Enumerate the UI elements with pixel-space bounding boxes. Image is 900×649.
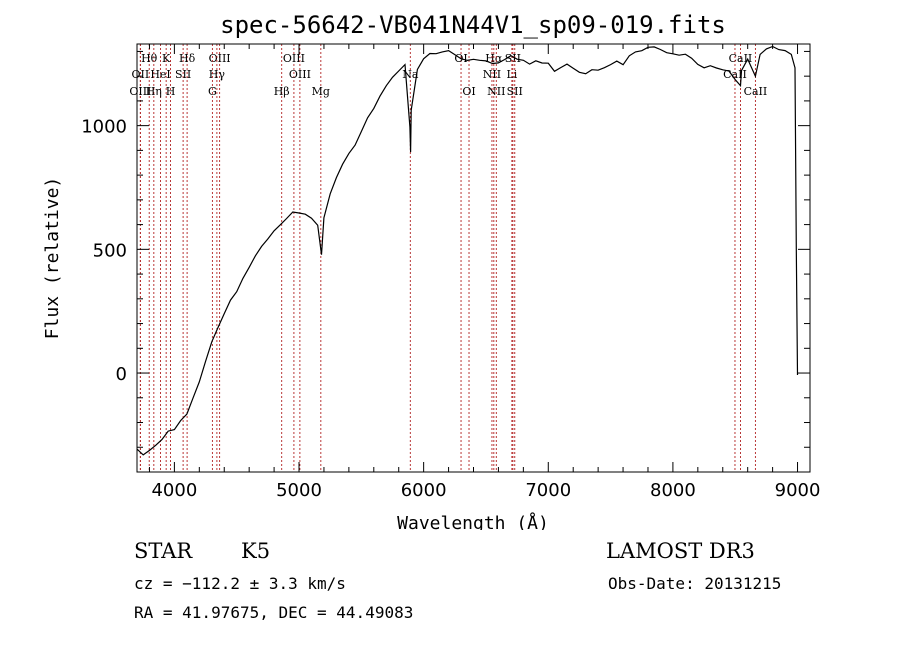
x-axis-label: Wavelength (Å) xyxy=(397,512,549,530)
line-marker-label: HeI xyxy=(150,68,170,81)
line-marker-label: NII xyxy=(487,85,505,98)
line-marker-label: CaII xyxy=(744,85,768,98)
line-marker-label: OIII xyxy=(289,68,311,81)
line-marker-label: SII xyxy=(505,52,521,65)
line-marker-label: Li xyxy=(506,68,517,81)
line-marker-label: K xyxy=(162,52,171,65)
survey-label: LAMOST DR3 xyxy=(606,539,755,563)
line-marker-label: OIII xyxy=(283,52,305,65)
line-marker-label: Hβ xyxy=(274,85,290,98)
x-tick-label: 5000 xyxy=(276,480,322,501)
x-tick-label: 9000 xyxy=(775,480,821,501)
line-marker-label: Hη xyxy=(146,85,162,98)
line-marker-label: OII xyxy=(132,68,150,81)
line-marker-label: SII xyxy=(507,85,523,98)
line-marker-label: Hθ xyxy=(141,52,158,65)
line-marker-label: NII xyxy=(483,68,501,81)
axes: 4000 5000 6000 7000 8000 9000 0 500 1000 xyxy=(81,44,820,501)
line-marker-label: CaII xyxy=(729,52,753,65)
spectral-subclass: K5 xyxy=(241,539,271,563)
spectrum-chart: spec-56642-VB041N44V1_sp09-019.fits Hθ OI… xyxy=(42,11,820,530)
y-tick-label: 500 xyxy=(93,240,127,261)
y-tick-label: 1000 xyxy=(81,117,127,138)
x-tick-label: 4000 xyxy=(151,480,197,501)
line-marker-label: OIII xyxy=(129,85,151,98)
coordinates: RA = 41.97675, DEC = 44.49083 xyxy=(134,603,414,622)
line-marker-label: Hδ xyxy=(179,52,196,65)
observation-date: Obs-Date: 20131215 xyxy=(608,574,782,593)
line-marker-label: Mg xyxy=(312,85,330,98)
line-marker-label: Hγ xyxy=(209,68,226,81)
emission-line-markers: Hθ OII OIII K HeI Hη SII H Hδ OIII Hγ G OIII OIII Hβ Mg… xyxy=(129,44,767,472)
line-marker-label: OI xyxy=(462,85,475,98)
x-tick-label: 6000 xyxy=(401,480,447,501)
line-marker-label: OIII xyxy=(209,52,231,65)
flux-series-line xyxy=(136,45,799,456)
line-marker-label: SII xyxy=(175,68,191,81)
object-class: STAR xyxy=(134,539,193,563)
line-marker-label: G xyxy=(208,85,217,98)
plot-frame xyxy=(136,43,811,473)
line-marker-label: H xyxy=(166,85,176,98)
y-tick-label: 0 xyxy=(116,364,127,385)
y-axis-label: Flux (relative) xyxy=(42,177,63,340)
x-tick-label: 8000 xyxy=(650,480,696,501)
x-tick-label: 7000 xyxy=(525,480,571,501)
redshift-cz: cz = −112.2 ± 3.3 km/s xyxy=(134,574,346,593)
chart-title: spec-56642-VB041N44V1_sp09-019.fits xyxy=(220,11,726,39)
